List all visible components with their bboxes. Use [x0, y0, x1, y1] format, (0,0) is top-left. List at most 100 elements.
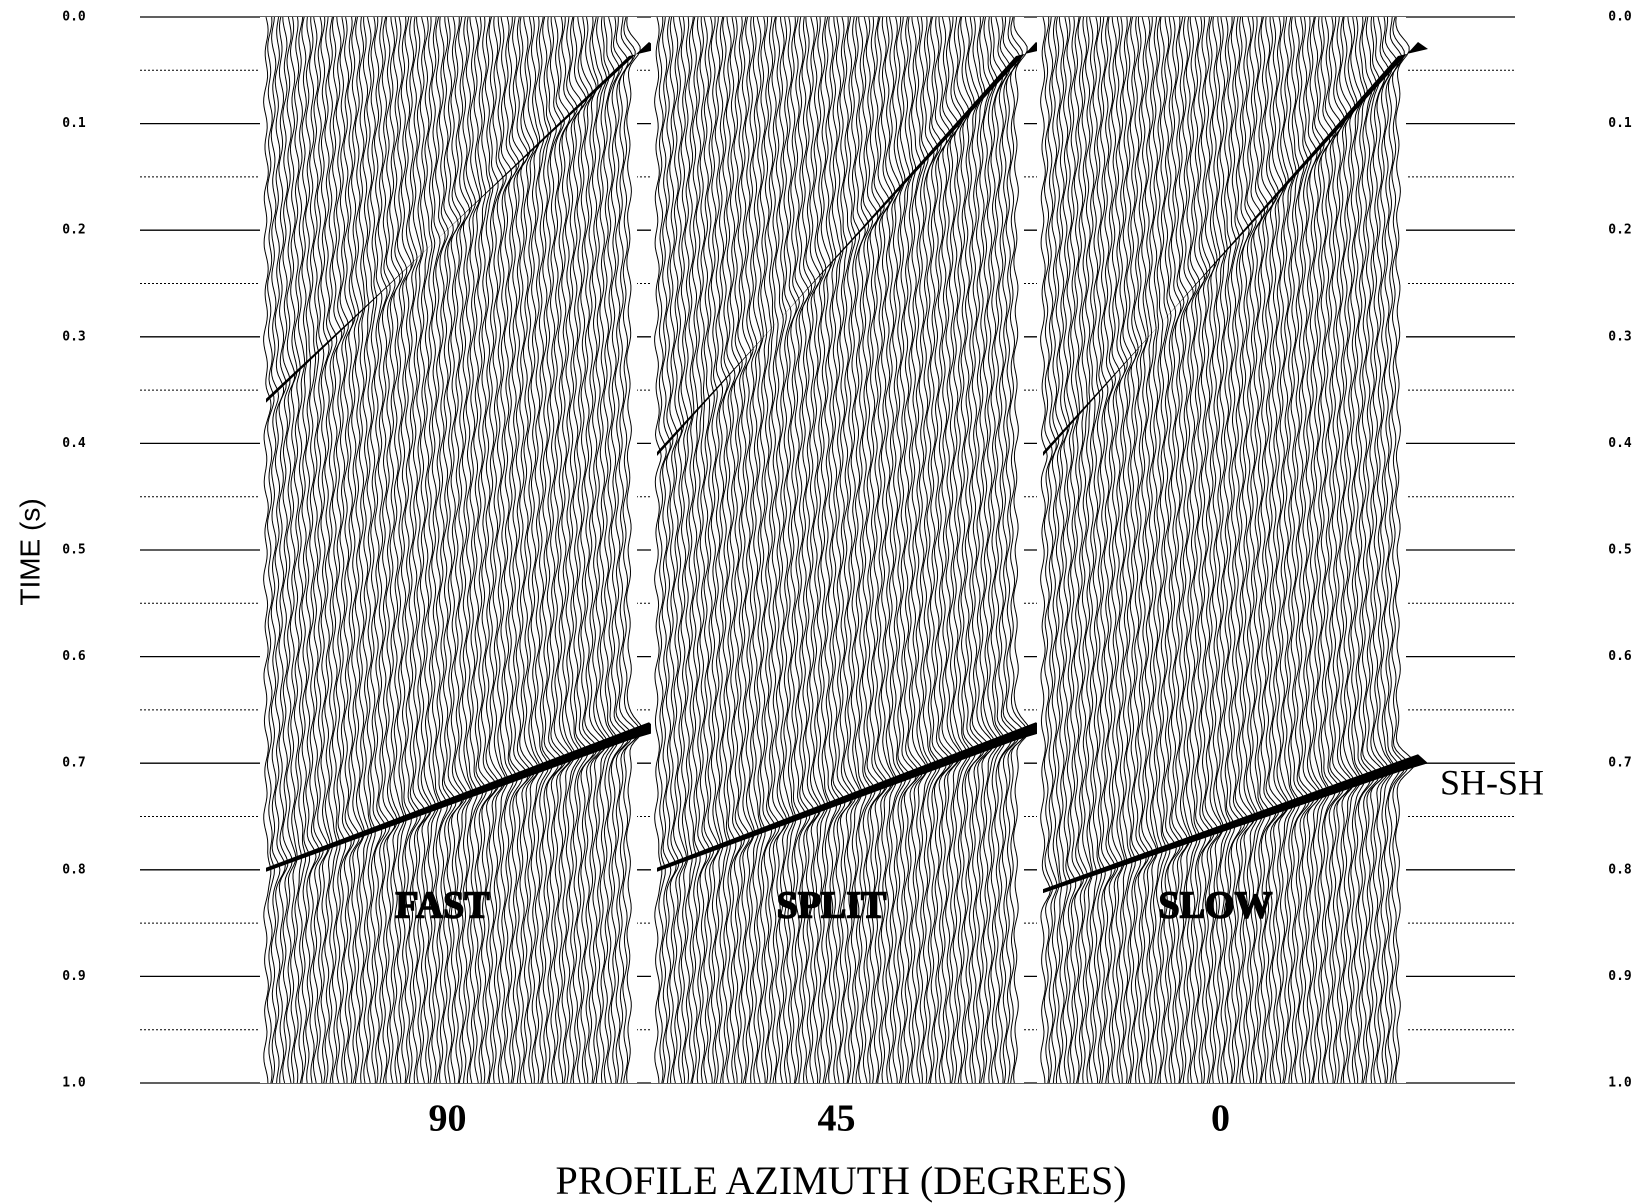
trace: [1189, 17, 1201, 1084]
x-axis-label: PROFILE AZIMUTH (DEGREES): [555, 1158, 1126, 1203]
trace: [423, 16, 437, 1084]
trace: [824, 16, 838, 1084]
trace: [499, 16, 515, 1084]
trace: [790, 16, 802, 1084]
trace: [354, 16, 366, 1084]
panel-label: SPLIT: [777, 885, 887, 927]
trace: [1013, 16, 1030, 1084]
trace: [381, 16, 396, 1084]
trace: [316, 16, 329, 1084]
y-tick-label: 0.3: [62, 329, 85, 344]
trace: [454, 16, 468, 1084]
trace: [568, 16, 584, 1084]
trace: [377, 16, 391, 1084]
trace: [469, 16, 484, 1084]
trace: [442, 16, 457, 1084]
trace: [1249, 16, 1263, 1084]
trace: [657, 16, 667, 1084]
y-tick-label: 0.1: [62, 116, 86, 131]
trace: [435, 16, 449, 1084]
trace: [839, 16, 854, 1084]
y-tick-label-right: 0.6: [1608, 649, 1632, 664]
event: [266, 722, 659, 872]
trace: [431, 16, 442, 1084]
y-tick-label: 0.7: [62, 756, 85, 771]
trace: [492, 16, 507, 1084]
trace: [899, 16, 917, 1084]
trace: [286, 16, 297, 1084]
trace: [926, 16, 941, 1084]
trace: [1001, 16, 1020, 1084]
trace: [1376, 16, 1394, 1084]
trace: [1118, 16, 1128, 1083]
trace: [941, 16, 959, 1084]
trace: [892, 16, 907, 1084]
trace: [1137, 16, 1150, 1084]
trace: [419, 16, 433, 1084]
trace: [1126, 16, 1137, 1084]
trace: [1380, 16, 1396, 1084]
trace: [1357, 16, 1375, 1084]
trace: [741, 16, 754, 1084]
trace: [903, 16, 920, 1084]
trace: [339, 16, 352, 1084]
trace: [725, 16, 737, 1084]
trace: [918, 16, 933, 1084]
trace: [718, 16, 728, 1084]
trace: [812, 16, 826, 1084]
trace: [1062, 16, 1072, 1084]
trace: [710, 16, 721, 1084]
trace: [576, 16, 595, 1084]
trace: [1256, 16, 1271, 1084]
trace: [538, 16, 553, 1084]
trace: [850, 16, 863, 1084]
trace: [335, 16, 347, 1084]
trace: [396, 16, 408, 1084]
trace: [484, 16, 500, 1084]
trace: [530, 16, 545, 1084]
trace: [541, 16, 559, 1084]
trace: [404, 16, 418, 1084]
trace: [1286, 16, 1300, 1084]
trace: [952, 16, 969, 1084]
trace: [1290, 16, 1307, 1084]
event: [1043, 754, 1428, 894]
trace: [684, 16, 693, 1084]
trace: [1129, 16, 1142, 1084]
trace: [869, 16, 886, 1084]
trace: [778, 16, 791, 1084]
trace: [1043, 16, 1054, 1084]
trace: [858, 16, 873, 1084]
trace: [496, 16, 509, 1084]
trace: [827, 16, 842, 1084]
trace: [835, 16, 852, 1084]
trace: [914, 16, 929, 1084]
trace: [982, 16, 999, 1084]
trace: [737, 16, 750, 1084]
trace: [1301, 16, 1320, 1084]
x-tick-label: 45: [818, 1098, 856, 1140]
trace: [1346, 16, 1362, 1084]
trace: [438, 16, 452, 1084]
trace: [861, 16, 876, 1084]
trace: [1081, 16, 1092, 1084]
trace: [937, 16, 955, 1084]
trace: [695, 16, 708, 1084]
trace: [843, 16, 857, 1084]
trace: [691, 16, 701, 1084]
trace: [1099, 16, 1112, 1084]
trace: [389, 16, 401, 1084]
trace: [699, 16, 711, 1084]
trace: [362, 16, 373, 1084]
trace: [971, 16, 990, 1083]
trace: [270, 16, 281, 1084]
trace: [1152, 16, 1163, 1084]
trace: [759, 16, 773, 1083]
trace: [591, 16, 608, 1084]
trace: [274, 16, 286, 1084]
trace: [786, 16, 797, 1084]
trace: [767, 16, 781, 1084]
panel: SPLIT: [651, 16, 1046, 1084]
trace: [488, 16, 504, 1084]
